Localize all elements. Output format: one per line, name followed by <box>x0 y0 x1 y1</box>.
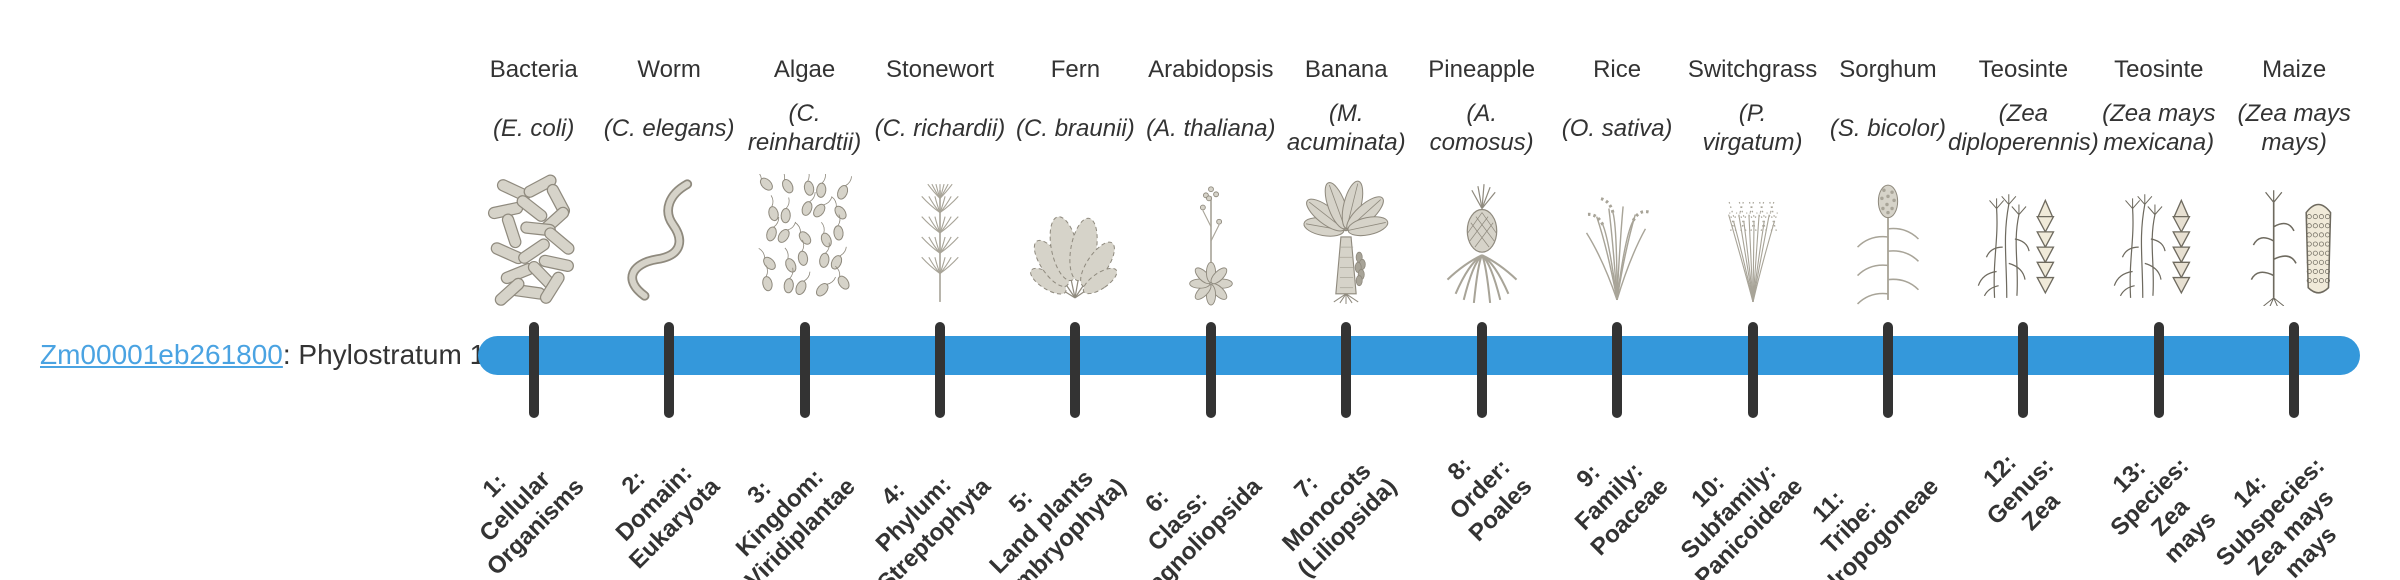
tick-mark <box>1205 322 1216 418</box>
organism-species: (M. acuminata) <box>1286 100 1406 156</box>
organism-column: Arabidopsis (A. thaliana) 6: Class: Magn… <box>1129 0 1278 580</box>
phylostratum-label: 1: Cellular Organisms <box>474 465 590 580</box>
teosinte-mexicana-icon <box>2091 173 2226 307</box>
organism-species: (S. bicolor) <box>1829 114 1946 142</box>
tick-mark <box>2018 322 2029 418</box>
phylostratum-label: 12: Genus: Zea <box>1977 448 2065 536</box>
arabidopsis-icon <box>1143 173 1278 307</box>
sorghum-icon <box>1820 173 1955 307</box>
organism-column: Bacteria (E. coli) 1: Cellular Organisms <box>466 0 601 580</box>
organism-species: (C. richardii) <box>874 114 1006 142</box>
organism-column: Banana (M. acuminata) 7: Monocots (Lilio… <box>1277 0 1414 580</box>
organism-columns: Bacteria (E. coli) 1: Cellular Organisms… <box>466 0 2362 580</box>
phylostratum-label: 8: Order: Poales <box>1442 451 1538 547</box>
maize-icon <box>2226 173 2361 307</box>
worm-icon <box>601 173 736 307</box>
organism-column: Rice (O. sativa) 9: Family: Poaceae <box>1549 0 1684 580</box>
switchgrass-icon <box>1685 173 1820 307</box>
banana-icon <box>1279 173 1414 307</box>
organism-column: Pineapple (A. comosus) 8: Order: Poales <box>1414 0 1549 580</box>
organism-name: Maize <box>2262 56 2327 83</box>
phylostratum-label: 13: Species: Zea mays <box>2105 452 2222 569</box>
organism-species: (Zea mays mexicana) <box>2102 100 2216 156</box>
tick-mark <box>2289 322 2300 418</box>
gene-label: Zm00001eb261800: Phylostratum 1 <box>40 339 485 371</box>
organism-name: Rice <box>1593 56 1642 83</box>
organism-name: Bacteria <box>489 56 578 83</box>
tick-mark <box>528 322 539 418</box>
organism-column: Teosinte (Zea mays mexicana) 13: Species… <box>2091 0 2226 580</box>
organism-name: Pineapple <box>1428 56 1536 83</box>
organism-column: Fern (C. braunii) 5: Land plants (Embryo… <box>984 0 1143 580</box>
tick-mark <box>1341 322 1352 418</box>
tick-mark <box>1747 322 1758 418</box>
organism-species: (A. thaliana) <box>1146 114 1276 142</box>
gene-id-link[interactable]: Zm00001eb261800 <box>40 339 283 370</box>
tick-mark <box>664 322 675 418</box>
algae-icon <box>737 173 872 307</box>
organism-name: Sorghum <box>1839 56 1937 83</box>
organism-column: Stonewort (C. richardii) 4: Phylum: Stre… <box>871 0 1007 580</box>
organism-species: (C. reinhardtii) <box>747 100 862 156</box>
organism-species: (P. virgatum) <box>1702 100 1803 156</box>
organism-species: (A. comosus) <box>1429 100 1534 156</box>
organism-name: Switchgrass <box>1687 56 1818 83</box>
tick-mark <box>1476 322 1487 418</box>
organism-column: Teosinte (Zea diploperennis) 12: Genus: … <box>1948 0 2099 580</box>
bacteria-icon <box>466 173 601 307</box>
tick-mark <box>2153 322 2164 418</box>
organism-name: Worm <box>637 56 701 83</box>
organism-species: (C. elegans) <box>603 114 735 142</box>
teosinte-diploperennis-icon <box>1956 173 2091 307</box>
tick-mark <box>1882 322 1893 418</box>
tick-mark <box>799 322 810 418</box>
gene-phylostratum-text: : Phylostratum 1 <box>282 339 486 370</box>
organism-name: Teosinte <box>1978 56 2069 83</box>
organism-species: (E. coli) <box>493 114 575 142</box>
organism-species: (C. braunii) <box>1016 114 1135 142</box>
stonewort-icon <box>872 173 1007 307</box>
organism-name: Algae <box>773 56 836 83</box>
pineapple-icon <box>1414 173 1549 307</box>
phylostratum-label: 2: Domain: Eukaryota <box>610 459 725 574</box>
organism-species: (Zea mays mays) <box>2237 100 2351 156</box>
tick-mark <box>1070 322 1081 418</box>
organism-column: Sorghum (S. bicolor) 11: Tribe: Andropog… <box>1795 0 1955 580</box>
timeline-bar <box>478 336 2360 375</box>
phylostratum-label: 9: Family: Poaceae <box>1569 457 1673 561</box>
fern-icon <box>1008 173 1143 307</box>
organism-name: Arabidopsis <box>1148 56 1274 83</box>
organism-name: Teosinte <box>2114 56 2204 83</box>
organism-name: Fern <box>1050 56 1101 83</box>
tick-mark <box>1612 322 1623 418</box>
organism-column: Maize (Zea mays mays) 14: Subspecies: Ze… <box>2211 0 2361 580</box>
rice-icon <box>1549 173 1684 307</box>
organism-species: (O. sativa) <box>1561 114 1673 142</box>
organism-name: Stonewort <box>885 56 994 83</box>
organism-column: Worm (C. elegans) 2: Domain: Eukaryota <box>601 0 736 580</box>
organism-column: Algae (C. reinhardtii) 3: Kingdom: Virid… <box>731 0 872 580</box>
organism-column: Switchgrass (P. virgatum) 10: Subfamily:… <box>1676 0 1820 580</box>
tick-mark <box>934 322 945 418</box>
organism-species: (Zea diploperennis) <box>1947 100 2099 156</box>
organism-name: Banana <box>1304 56 1388 83</box>
